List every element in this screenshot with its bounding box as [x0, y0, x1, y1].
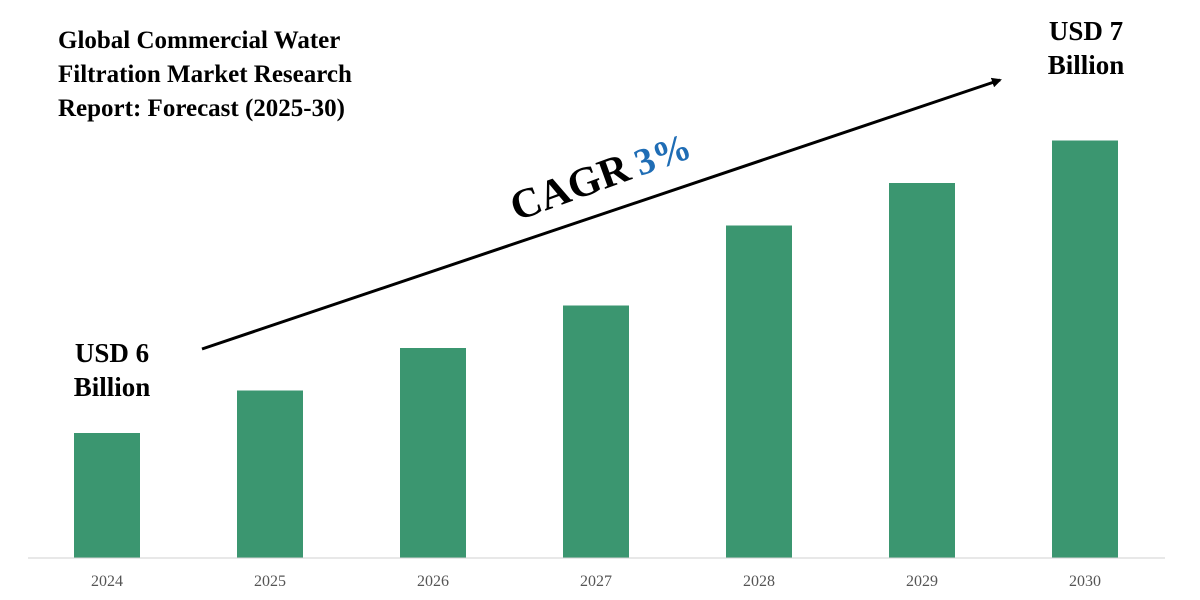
end-value-annotation: USD 7 Billion [1028, 14, 1144, 82]
bar-2024 [74, 433, 140, 558]
x-tick-label-2025: 2025 [254, 573, 286, 590]
x-tick-label-2029: 2029 [906, 573, 938, 590]
bars-group [74, 140, 1118, 558]
x-tick-label-2026: 2026 [417, 573, 449, 590]
bar-2026 [400, 348, 466, 558]
bar-2030 [1052, 140, 1118, 558]
x-tick-label-2030: 2030 [1069, 573, 1101, 590]
start-value-line-1: USD 6 [74, 338, 150, 368]
x-tick-label-2028: 2028 [743, 573, 775, 590]
trend-arrow [201, 77, 1002, 351]
start-value-line-2: Billion [73, 372, 151, 402]
end-value-line-1: USD 7 [1048, 16, 1124, 46]
x-tick-label-2027: 2027 [580, 573, 612, 590]
bar-2028 [726, 225, 792, 558]
bar-2025 [237, 390, 303, 558]
bar-2029 [889, 183, 955, 558]
bar-2027 [563, 305, 629, 558]
start-value-annotation: USD 6 Billion [54, 336, 170, 404]
chart-title-line-1: Global Commercial Water [58, 27, 341, 54]
x-tick-label-2024: 2024 [91, 573, 123, 590]
chart-title-line-2: Filtration Market Research [58, 61, 352, 88]
x-tick-labels: 2024 2025 2026 2027 2028 2029 2030 [91, 573, 1101, 590]
chart-title: Global Commercial Water Filtration Marke… [58, 24, 418, 126]
chart-title-line-3: Report: Forecast (2025-30) [58, 95, 345, 122]
end-value-line-2: Billion [1047, 50, 1125, 80]
